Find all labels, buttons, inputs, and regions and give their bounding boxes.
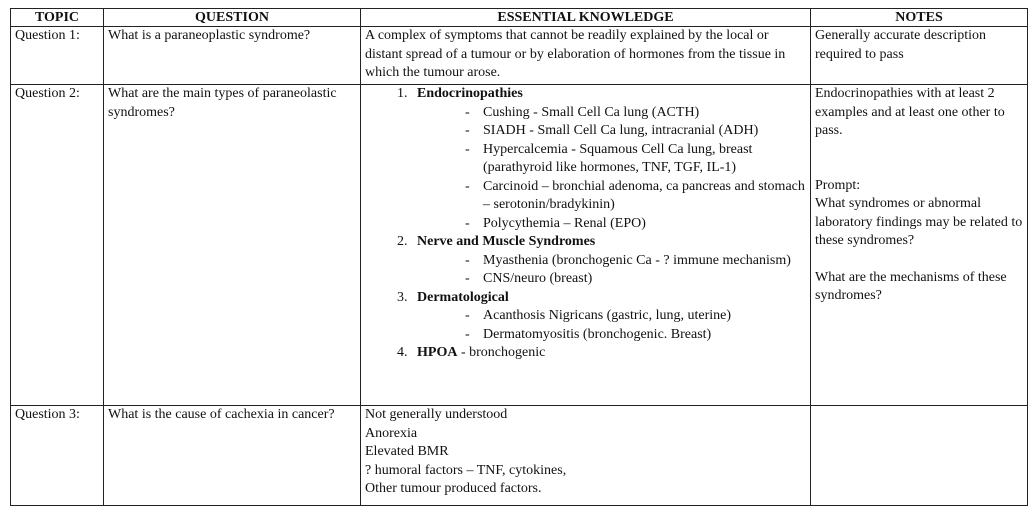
syndrome-group: Endocrinopathies Cushing - Small Cell Ca… xyxy=(411,85,806,233)
syndrome-group-list: Endocrinopathies Cushing - Small Cell Ca… xyxy=(365,85,806,363)
knowledge-line: Anorexia xyxy=(365,425,418,441)
group-title: Nerve and Muscle Syndromes xyxy=(417,234,596,249)
topic-cell: Question 3: xyxy=(10,405,104,506)
spacer xyxy=(815,141,1023,159)
header-question: QUESTION xyxy=(103,8,361,27)
prompt-question: What are the mechanisms of these syndrom… xyxy=(815,269,1007,304)
list-item: Cushing - Small Cell Ca lung (ACTH) xyxy=(465,104,806,123)
syndrome-item-list: Acanthosis Nigricans (gastric, lung, ute… xyxy=(417,307,806,344)
header-topic: TOPIC xyxy=(10,8,104,27)
header-essential-knowledge: ESSENTIAL KNOWLEDGE xyxy=(360,8,811,27)
group-title: HPOA xyxy=(417,345,458,360)
knowledge-cell: A complex of symptoms that cannot be rea… xyxy=(360,26,811,85)
table-row: Question 2: What are the main types of p… xyxy=(10,84,1028,406)
knowledge-line: Not generally understood xyxy=(365,407,508,422)
list-item: Hypercalcemia - Squamous Cell Ca lung, b… xyxy=(465,141,806,178)
syndrome-item-list: Myasthenia (bronchogenic Ca - ? immune m… xyxy=(417,252,806,289)
list-item: Carcinoid – bronchial adenoma, ca pancre… xyxy=(465,178,806,215)
group-title: Dermatological xyxy=(417,289,509,305)
list-item: SIADH - Small Cell Ca lung, intracranial… xyxy=(465,122,806,141)
syndrome-item-list: Cushing - Small Cell Ca lung (ACTH) SIAD… xyxy=(417,104,806,234)
notes-cell xyxy=(810,405,1028,506)
question-cell: What is the cause of cachexia in cancer? xyxy=(103,405,361,506)
knowledge-line: Other tumour produced factors. xyxy=(365,481,542,496)
question-cell: What is a paraneoplastic syndrome? xyxy=(103,26,361,85)
prompt-question: What syndromes or abnormal laboratory fi… xyxy=(815,196,1023,248)
knowledge-table-container: TOPIC QUESTION ESSENTIAL KNOWLEDGE NOTES… xyxy=(10,8,1028,506)
list-item: Acanthosis Nigricans (gastric, lung, ute… xyxy=(465,307,806,326)
list-item: CNS/neuro (breast) xyxy=(465,270,806,289)
syndrome-group: Nerve and Muscle Syndromes Myasthenia (b… xyxy=(411,233,806,289)
table-row: Question 1: What is a paraneoplastic syn… xyxy=(10,26,1028,85)
knowledge-cell: Not generally understood Anorexia Elevat… xyxy=(360,405,811,506)
group-title: Endocrinopathies xyxy=(417,86,523,101)
list-item: Dermatomyositis (bronchogenic. Breast) xyxy=(465,326,806,345)
table-row: Question 3: What is the cause of cachexi… xyxy=(10,405,1028,506)
syndrome-group: HPOA - bronchogenic xyxy=(411,344,806,363)
topic-cell: Question 1: xyxy=(10,26,104,85)
topic-cell: Question 2: xyxy=(10,84,104,406)
knowledge-cell: Endocrinopathies Cushing - Small Cell Ca… xyxy=(360,84,811,406)
notes-cell: Endocrinopathies with at least 2 example… xyxy=(810,84,1028,406)
list-item: Polycythemia – Renal (EPO) xyxy=(465,215,806,234)
header-notes: NOTES xyxy=(810,8,1028,27)
prompt-label: Prompt: xyxy=(815,177,861,193)
notes-cell: Generally accurate description required … xyxy=(810,26,1028,85)
list-item: Myasthenia (bronchogenic Ca - ? immune m… xyxy=(465,252,806,271)
knowledge-line: Elevated BMR xyxy=(365,444,449,459)
pass-criteria: Endocrinopathies with at least 2 example… xyxy=(815,86,1005,138)
syndrome-group: Dermatological Acanthosis Nigricans (gas… xyxy=(411,289,806,345)
question-cell: What are the main types of paraneolastic… xyxy=(103,84,361,406)
knowledge-line: ? humoral factors – TNF, cytokines, xyxy=(365,462,567,478)
header-row: TOPIC QUESTION ESSENTIAL KNOWLEDGE NOTES xyxy=(10,8,1028,27)
spacer xyxy=(815,159,1023,177)
group-suffix: - bronchogenic xyxy=(457,345,546,360)
spacer xyxy=(815,251,1023,269)
exam-question-table: TOPIC QUESTION ESSENTIAL KNOWLEDGE NOTES… xyxy=(10,8,1028,506)
